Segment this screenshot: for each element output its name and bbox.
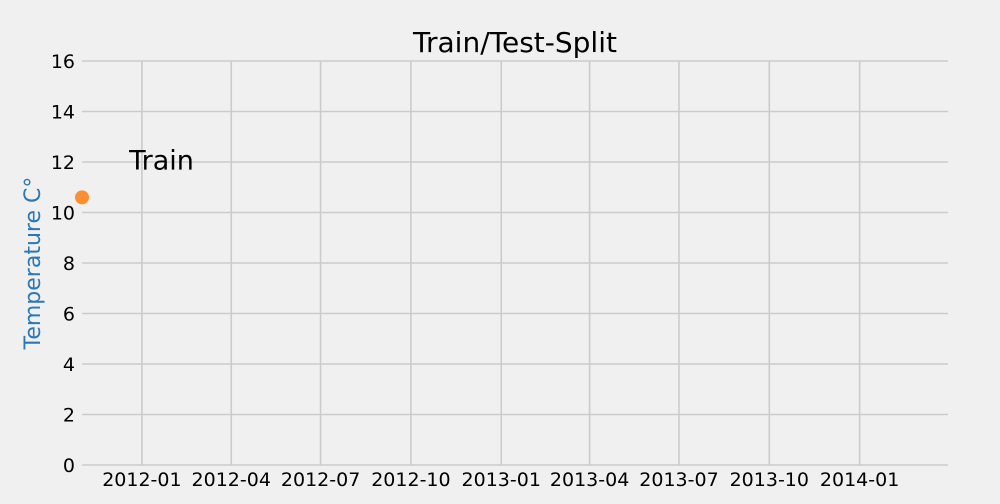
- y-tick-label: 2: [63, 405, 75, 427]
- y-tick-label: 10: [51, 203, 75, 225]
- chart-title: Train/Test-Split: [412, 26, 617, 59]
- y-axis-label: Temperature C°: [21, 177, 46, 351]
- y-tick-label: 16: [51, 51, 75, 73]
- y-tick-label: 4: [63, 354, 75, 376]
- x-tick-label: 2013-01: [462, 469, 541, 491]
- grid: [82, 60, 948, 466]
- x-tick-label: 2012-01: [102, 469, 181, 491]
- x-tick-labels: 2012-01 2012-04 2012-07 2012-10 2013-01 2013-…: [102, 469, 899, 491]
- annotation-text: Train: [128, 145, 194, 176]
- x-tick-label: 2012-04: [192, 469, 271, 491]
- y-tick-label: 8: [63, 253, 75, 275]
- y-tick-label: 6: [63, 304, 75, 326]
- y-tick-label: 0: [63, 455, 75, 477]
- y-tick-label: 14: [51, 102, 75, 124]
- x-tick-label: 2012-10: [371, 469, 450, 491]
- data-points: [75, 190, 89, 205]
- x-tick-label: 2013-04: [550, 469, 629, 491]
- data-point: [75, 190, 89, 205]
- x-tick-label: 2012-07: [281, 469, 360, 491]
- x-tick-label: 2013-10: [730, 469, 809, 491]
- annotations: Train: [128, 145, 194, 176]
- x-tick-label: 2013-07: [639, 469, 718, 491]
- y-tick-label: 12: [51, 152, 75, 174]
- y-tick-labels: 0 2 4 6 8 10 12 14 16: [51, 51, 75, 477]
- x-tick-label: 2014-01: [820, 469, 899, 491]
